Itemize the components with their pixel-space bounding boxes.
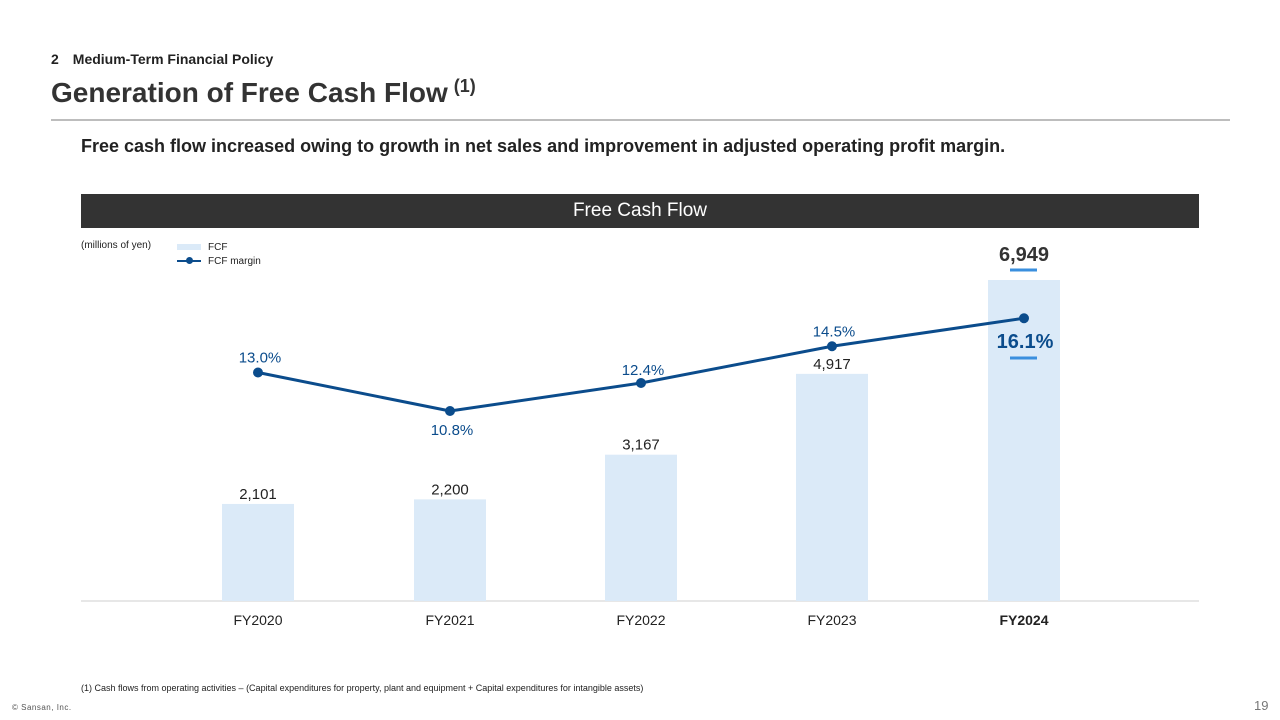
x-tick-label-fy2023: FY2023 (807, 612, 856, 628)
section-label: 2 Medium-Term Financial Policy (51, 51, 273, 67)
bar-value-label-fy2020: 2,101 (239, 486, 277, 503)
legend-line-swatch (177, 257, 201, 265)
margin-label-fy2023: 14.5% (813, 323, 856, 340)
bar-value-label-fy2022: 3,167 (622, 437, 660, 454)
margin-point-fy2023 (827, 341, 837, 352)
copyright: © Sansan, Inc. (12, 703, 72, 712)
section-title: Medium-Term Financial Policy (72, 51, 274, 67)
legend-bar-swatch (177, 244, 201, 250)
lead-text: Free cash flow increased owing to growth… (81, 136, 1006, 156)
bar-fy2022 (605, 454, 677, 601)
margin-label-fy2022: 12.4% (622, 362, 665, 379)
bar-value-label-fy2023: 4,917 (813, 356, 851, 373)
x-tick-label-fy2020: FY2020 (233, 612, 282, 628)
legend-item-fcf: FCF (177, 240, 261, 254)
x-tick-label-fy2024: FY2024 (999, 612, 1048, 628)
bar-fy2023 (796, 373, 868, 601)
page-title-text: Generation of Free Cash Flow (51, 77, 448, 108)
bar-value-label-fy2021: 2,200 (431, 481, 469, 498)
title-divider (51, 119, 1230, 121)
bar-value-label-fy2024: 6,949 (999, 244, 1049, 266)
legend-label-fcf: FCF (208, 241, 228, 253)
margin-point-fy2022 (636, 378, 646, 388)
margin-label-fy2021: 10.8% (431, 422, 474, 439)
section-number: 2 (51, 51, 59, 67)
margin-point-fy2024 (1019, 313, 1029, 324)
x-tick-label-fy2021: FY2021 (425, 612, 474, 628)
units-label: (millions of yen) (81, 240, 152, 251)
page-title-footnote-ref: (1) (453, 76, 476, 96)
margin-label-fy2020: 13.0% (239, 350, 282, 367)
page-number: 19 (1254, 698, 1269, 713)
bar-fy2020 (222, 503, 294, 601)
margin-label-fy2024: 16.1% (997, 331, 1054, 353)
margin-point-fy2021 (445, 406, 455, 416)
page-title: Generation of Free Cash Flow (1) (51, 76, 476, 109)
footnote: (1) Cash flows from operating activities… (81, 683, 644, 693)
bar-fy2021 (414, 499, 486, 601)
x-tick-label-fy2022: FY2022 (616, 612, 665, 628)
legend-item-fcf-margin: FCF margin (177, 254, 261, 268)
legend-label-fcf-margin: FCF margin (208, 255, 261, 267)
bar-fy2024 (988, 280, 1060, 601)
margin-point-fy2020 (253, 367, 263, 378)
chart-header: Free Cash Flow (81, 194, 1199, 228)
chart-legend: FCF FCF margin (177, 240, 261, 268)
